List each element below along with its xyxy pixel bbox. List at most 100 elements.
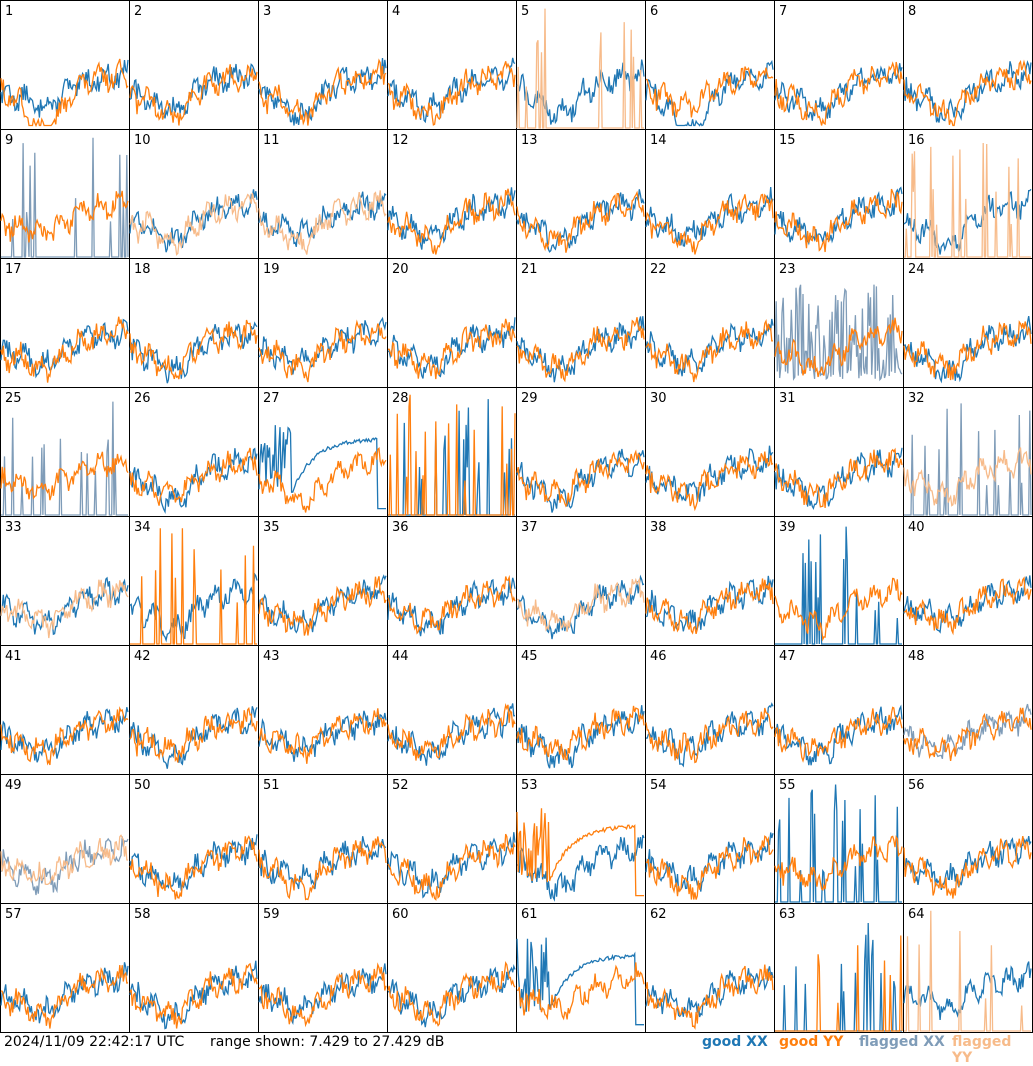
series-yy — [903, 59, 1032, 127]
series-yy — [258, 708, 387, 764]
panel-number: 37 — [521, 520, 538, 535]
series-xx — [258, 836, 387, 890]
panel-4: 4 — [387, 0, 517, 130]
panel-63: 63 — [774, 903, 904, 1033]
panel-37: 37 — [516, 516, 646, 646]
panel-frame — [0, 0, 130, 130]
series-yy — [387, 188, 516, 255]
series-yy — [258, 836, 387, 901]
series-xx — [258, 963, 387, 1026]
series-yy — [774, 706, 903, 763]
panel-number: 35 — [263, 520, 280, 535]
panel-frame — [129, 387, 259, 517]
series-yy — [904, 910, 1031, 1032]
panel-number: 46 — [650, 649, 667, 664]
series-yy — [258, 576, 387, 636]
panel-frame — [129, 774, 259, 904]
panel-38: 38 — [645, 516, 775, 646]
panel-number: 23 — [779, 262, 796, 277]
panel-41: 41 — [0, 645, 130, 775]
legend-flagged-yy-pol: YY — [952, 1050, 973, 1066]
legend-good-xx-pol: XX — [746, 1034, 768, 1050]
series-xx — [517, 834, 645, 902]
panel-number: 7 — [779, 4, 787, 19]
panel-11: 11 — [258, 129, 388, 259]
panel-42: 42 — [129, 645, 259, 775]
series-xx — [775, 784, 902, 903]
panel-9: 9 — [0, 129, 130, 259]
series-xx — [645, 575, 774, 632]
panel-34: 34 — [129, 516, 259, 646]
panel-61: 61 — [516, 903, 646, 1033]
series-yy — [388, 394, 516, 516]
panel-number: 16 — [908, 133, 925, 148]
panel-frame — [516, 129, 646, 259]
panel-frame — [903, 516, 1033, 646]
panel-55: 55 — [774, 774, 904, 904]
panel-39: 39 — [774, 516, 904, 646]
panel-number: 5 — [521, 4, 529, 19]
panel-64: 64 — [903, 903, 1033, 1033]
series-yy — [645, 451, 774, 512]
panel-number: 29 — [521, 391, 538, 406]
panel-16: 16 — [903, 129, 1033, 259]
panel-number: 51 — [263, 778, 280, 793]
series-yy — [516, 317, 645, 383]
panel-number: 52 — [392, 778, 409, 793]
series-yy — [774, 61, 903, 126]
series-yy — [774, 317, 903, 378]
series-yy — [129, 835, 258, 900]
panel-number: 45 — [521, 649, 538, 664]
panel-number: 54 — [650, 778, 667, 793]
series-xx — [0, 318, 129, 379]
panel-frame — [645, 774, 775, 904]
panel-number: 31 — [779, 391, 796, 406]
legend-flagged-xx: flagged XX — [859, 1034, 945, 1050]
panel-18: 18 — [129, 258, 259, 388]
panel-number: 64 — [908, 907, 925, 922]
series-xx — [387, 317, 516, 379]
panel-frame — [129, 0, 259, 130]
series-yy — [0, 316, 129, 383]
panel-3: 3 — [258, 0, 388, 130]
panel-59: 59 — [258, 903, 388, 1033]
panel-30: 30 — [645, 387, 775, 517]
series-yy — [774, 577, 903, 642]
series-yy — [0, 706, 129, 766]
series-xx — [774, 284, 903, 382]
panel-frame — [516, 516, 646, 646]
panel-number: 17 — [5, 262, 22, 277]
series-xx — [903, 961, 1032, 1021]
panel-21: 21 — [516, 258, 646, 388]
panel-frame — [258, 0, 388, 130]
series-xx — [258, 316, 387, 375]
panel-frame — [258, 903, 388, 1033]
series-yy — [645, 578, 774, 635]
panel-frame — [774, 129, 904, 259]
panel-frame — [645, 258, 775, 388]
panel-33: 33 — [0, 516, 130, 646]
series-yy — [516, 705, 645, 761]
panel-number: 41 — [5, 649, 22, 664]
series-yy — [387, 61, 516, 126]
series-xx — [645, 832, 774, 892]
series-yy — [129, 319, 258, 380]
series-yy — [0, 451, 129, 501]
panel-frame — [387, 774, 517, 904]
panel-number: 63 — [779, 907, 796, 922]
panel-number: 60 — [392, 907, 409, 922]
panel-frame — [0, 903, 130, 1033]
panel-frame — [903, 129, 1033, 259]
panel-7: 7 — [774, 0, 904, 130]
series-yy — [516, 577, 645, 632]
series-xx — [1, 401, 128, 516]
panel-frame — [774, 0, 904, 130]
legend-flagged-xx-prefix: flagged — [859, 1034, 919, 1050]
panel-number: 55 — [779, 778, 796, 793]
series-yy — [645, 193, 774, 255]
panel-28: 28 — [387, 387, 517, 517]
panel-frame — [0, 645, 130, 775]
panel-number: 10 — [134, 133, 151, 148]
legend-flagged-xx-pol: XX — [923, 1034, 945, 1050]
panel-frame — [645, 516, 775, 646]
